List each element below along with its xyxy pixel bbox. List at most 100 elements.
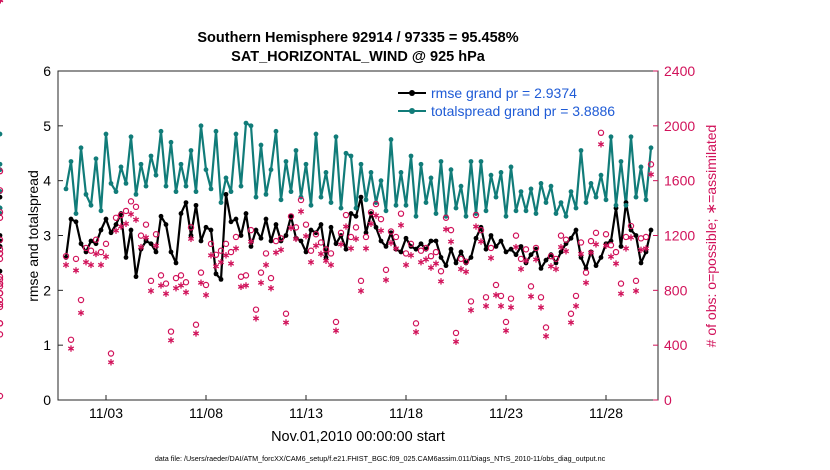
obs-possible-point (482, 294, 490, 301)
obs-possible-point (472, 211, 480, 219)
totalspread-point (253, 194, 259, 200)
chart-title: Southern Hemisphere 92914 / 97335 = 95.4… (197, 30, 518, 46)
obs-assimilated-point (567, 319, 575, 326)
obs-possible-point (302, 221, 310, 228)
footer-datafile: data file: /Users/raeder/DAI/ATM_forcXX/… (155, 454, 606, 463)
totalspread-point (73, 211, 79, 216)
obs-possible-point (422, 244, 430, 252)
obs-possible-point (252, 306, 260, 313)
totalspread-point (68, 159, 74, 164)
totalspread-point (383, 208, 389, 214)
rmse-point (488, 233, 494, 238)
obs-possible-point (602, 231, 610, 238)
totalspread-point (633, 194, 639, 200)
obs-possible-point (217, 247, 225, 254)
obs-possible-point (412, 320, 420, 327)
rmse-point (133, 274, 139, 280)
rmse-point (483, 246, 489, 252)
obs-possible-point (87, 247, 95, 254)
rmse-point (448, 246, 454, 252)
obs-possible-point (577, 239, 585, 246)
obs-assimilated-point (207, 252, 215, 259)
obs-assimilated-point (317, 250, 325, 258)
obs-assimilated-point (107, 359, 115, 366)
obs-possible-point (212, 251, 220, 259)
totalspread-point (63, 186, 69, 192)
obs-assimilated-point (117, 223, 125, 230)
obs-possible-point (297, 196, 305, 204)
totalspread-point (563, 213, 569, 219)
obs-possible-point (0, 187, 4, 194)
y-tick-label: 0 (43, 392, 51, 408)
totalspread-point (608, 134, 614, 140)
obs-assimilated-point (472, 223, 480, 230)
totalspread-point (163, 183, 169, 189)
obs-possible-point (527, 283, 535, 290)
obs-assimilated-point (372, 212, 380, 219)
obs-possible-point (227, 248, 235, 256)
rmse-point (438, 255, 444, 260)
obs-possible-point (642, 233, 650, 241)
obs-assimilated-point (177, 282, 185, 289)
obs-possible-point (257, 269, 265, 276)
obs-assimilated-point (542, 333, 550, 340)
totalspread-point (338, 205, 344, 211)
totalspread-point (618, 159, 624, 164)
obs-assimilated-point (512, 243, 520, 251)
obs-possible-point (437, 268, 445, 275)
rmse-point (453, 260, 459, 266)
rmse-point (258, 235, 264, 241)
obs-possible-point (0, 209, 4, 216)
obs-assimilated-point (137, 243, 145, 251)
obs-assimilated-point (612, 260, 620, 267)
totalspread-point (313, 131, 319, 137)
obs-possible-point (177, 272, 185, 279)
obs-assimilated-point (187, 235, 195, 243)
totalspread-point (578, 148, 584, 153)
obs-assimilated-point (192, 330, 200, 337)
obs-assimilated-point (537, 304, 545, 311)
totalspread-point (318, 194, 324, 200)
x-axis-label: Nov.01,2010 00:00:00 start (271, 429, 445, 445)
rmse-point (573, 227, 579, 233)
obs-possible-point (417, 247, 425, 254)
rmse-point (143, 238, 149, 244)
obs-assimilated-point (197, 279, 205, 286)
obs-assimilated-point (302, 232, 310, 240)
totalspread-point (123, 181, 129, 186)
rmse-point (498, 238, 504, 244)
rmse-point (203, 224, 209, 230)
rmse-point (218, 276, 224, 282)
totalspread-point (423, 200, 429, 206)
rmse-point (233, 216, 239, 222)
obs-assimilated-point (132, 216, 140, 223)
obs-possible-point (487, 244, 495, 252)
rmse-point (383, 244, 389, 249)
totalspread-point (408, 153, 414, 159)
obs-possible-point (307, 247, 315, 254)
totalspread-point (158, 128, 164, 134)
totalspread-point (588, 181, 594, 186)
x-tick-label: 11/18 (389, 405, 423, 421)
obs-assimilated-point (347, 245, 355, 252)
obs-assimilated-point (522, 257, 530, 265)
totalspread-point (238, 183, 244, 189)
rmse-point (0, 268, 3, 274)
obs-assimilated-point (597, 141, 605, 148)
obs-assimilated-point (452, 338, 460, 345)
legend-marker-rmse (409, 90, 415, 96)
obs-possible-point (0, 250, 4, 257)
obs-possible-point (592, 229, 600, 237)
rmse-point (538, 266, 544, 271)
totalspread-point (203, 167, 209, 173)
obs-assimilated-point (427, 264, 435, 271)
obs-assimilated-point (397, 221, 405, 229)
obs-possible-point (0, 296, 4, 304)
obs-possible-point (182, 279, 190, 286)
obs-possible-point (442, 214, 450, 221)
obs-assimilated-point (627, 234, 635, 241)
legend: rmse grand pr = 2.9374 totalspread grand… (392, 83, 642, 121)
obs-possible-point (582, 269, 590, 276)
rmse-point (518, 244, 524, 249)
totalspread-point (538, 181, 544, 186)
